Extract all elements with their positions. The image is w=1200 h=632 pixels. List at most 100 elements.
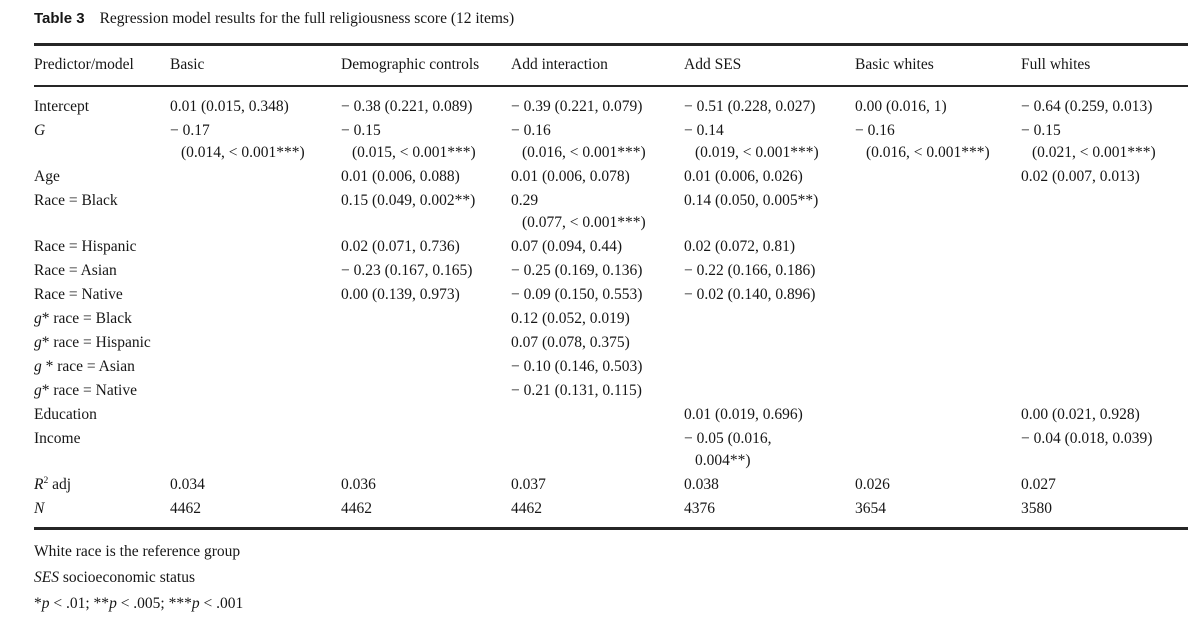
table-row: Education 0.01 (0.019, 0.696) 0.00 (0.021,… xyxy=(34,403,1188,427)
text-segment: * race = Native xyxy=(41,382,137,399)
text-segment: N xyxy=(34,500,45,517)
value-cell: 4462 xyxy=(170,497,341,529)
cell-line: − 0.22 (0.166, 0.186) xyxy=(684,262,816,279)
cell-line: − 0.21 (0.131, 0.115) xyxy=(511,382,642,399)
predictor-cell: Race = Hispanic xyxy=(34,235,170,259)
predictor-cell: Age xyxy=(34,165,170,189)
column-header: Full whites xyxy=(1021,44,1188,87)
predictor-cell: N xyxy=(34,497,170,529)
text-segment: White race is the reference group xyxy=(34,543,241,560)
value-cell: − 0.51 (0.228, 0.027) xyxy=(684,86,855,119)
value-cell xyxy=(1021,235,1188,259)
footnote-line: SES socioeconomic status xyxy=(34,565,1188,591)
predictor-label: Race = Asian xyxy=(34,260,166,282)
cell-line: − 0.05 (0.016, xyxy=(684,430,772,447)
predictor-cell: g* race = Hispanic xyxy=(34,331,170,355)
value-cell xyxy=(855,189,1021,235)
text-segment: g xyxy=(34,334,42,351)
text-segment: G xyxy=(34,122,46,139)
predictor-label: Age xyxy=(34,166,166,188)
value-cell xyxy=(511,427,684,473)
text-segment: g xyxy=(34,382,42,399)
value-cell xyxy=(1021,331,1188,355)
text-segment: * xyxy=(34,595,42,612)
value-cell xyxy=(511,403,684,427)
predictor-cell: G xyxy=(34,119,170,165)
predictor-cell: Race = Black xyxy=(34,189,170,235)
cell-line: − 0.10 (0.146, 0.503) xyxy=(511,358,643,375)
predictor-label: Race = Black xyxy=(34,190,166,212)
cell-line: − 0.04 (0.018, 0.039) xyxy=(1021,430,1153,447)
cell-line: 4462 xyxy=(341,500,372,517)
table-row: g* race = Native − 0.21 (0.131, 0.115) xyxy=(34,379,1188,403)
predictor-label: Income xyxy=(34,428,166,450)
table-row: g * race = Asian − 0.10 (0.146, 0.503) xyxy=(34,355,1188,379)
value-cell xyxy=(341,307,511,331)
value-cell: − 0.10 (0.146, 0.503) xyxy=(511,355,684,379)
text-segment: < .001 xyxy=(199,595,244,612)
value-cell: 0.02 (0.071, 0.736) xyxy=(341,235,511,259)
value-cell: − 0.15 (0.021, < 0.001***) xyxy=(1021,119,1188,165)
cell-line: 0.12 (0.052, 0.019) xyxy=(511,310,630,327)
column-header: Predictor/model xyxy=(34,44,170,87)
cell-line: (0.014, < 0.001***) xyxy=(181,144,305,161)
value-cell xyxy=(684,355,855,379)
table-row: N 4462 4462 4462 4376 3654 3580 xyxy=(34,497,1188,529)
value-cell xyxy=(1021,379,1188,403)
value-cell: 4462 xyxy=(511,497,684,529)
predictor-label: G xyxy=(34,120,166,142)
cell-line: − 0.39 (0.221, 0.079) xyxy=(511,98,643,115)
value-cell xyxy=(684,331,855,355)
cell-line: (0.015, < 0.001***) xyxy=(352,144,476,161)
regression-results-table: Predictor/model Basic Demographic controls… xyxy=(34,43,1188,530)
column-header: Basic xyxy=(170,44,341,87)
text-segment: Race = Hispanic xyxy=(34,238,137,255)
text-segment: p xyxy=(109,595,117,612)
value-cell xyxy=(170,427,341,473)
cell-line: 0.07 (0.094, 0.44) xyxy=(511,238,623,255)
cell-line: − 0.17 xyxy=(170,122,210,139)
value-cell: − 0.38 (0.221, 0.089) xyxy=(341,86,511,119)
predictor-label: Race = Hispanic xyxy=(34,236,166,258)
cell-line: 0.037 xyxy=(511,476,546,493)
predictor-cell: Race = Asian xyxy=(34,259,170,283)
predictor-label: Intercept xyxy=(34,96,166,118)
value-cell xyxy=(341,355,511,379)
predictor-label: g* race = Native xyxy=(34,380,166,402)
value-cell xyxy=(170,355,341,379)
predictor-cell: g * race = Asian xyxy=(34,355,170,379)
predictor-label: g * race = Asian xyxy=(34,356,166,378)
cell-line: 0.038 xyxy=(684,476,719,493)
predictor-label: R2 adj xyxy=(34,474,166,496)
text-segment: Race = Asian xyxy=(34,262,117,279)
cell-line: 0.15 (0.049, 0.002**) xyxy=(341,192,476,209)
cell-line: − 0.14 xyxy=(684,122,724,139)
predictor-label: N xyxy=(34,498,166,520)
predictor-cell: Race = Native xyxy=(34,283,170,307)
value-cell xyxy=(170,235,341,259)
text-segment: adj xyxy=(48,476,72,493)
cell-line: − 0.15 xyxy=(1021,122,1061,139)
predictor-cell: g* race = Black xyxy=(34,307,170,331)
value-cell xyxy=(855,307,1021,331)
table-row: g* race = Black 0.12 (0.052, 0.019) xyxy=(34,307,1188,331)
cell-line: (0.019, < 0.001***) xyxy=(695,144,819,161)
cell-line: 0.004**) xyxy=(695,452,751,469)
value-cell: − 0.23 (0.167, 0.165) xyxy=(341,259,511,283)
value-cell xyxy=(341,379,511,403)
footnote-line: White race is the reference group xyxy=(34,539,1188,565)
cell-line: 0.02 (0.007, 0.013) xyxy=(1021,168,1140,185)
value-cell: 0.038 xyxy=(684,473,855,497)
value-cell xyxy=(684,379,855,403)
table-row: R2 adj 0.034 0.036 0.037 0.038 0.026 0.027 xyxy=(34,473,1188,497)
value-cell: 0.00 (0.016, 1) xyxy=(855,86,1021,119)
value-cell xyxy=(170,403,341,427)
value-cell xyxy=(1021,355,1188,379)
cell-line: 0.027 xyxy=(1021,476,1056,493)
predictor-label: g* race = Black xyxy=(34,308,166,330)
value-cell: − 0.16 (0.016, < 0.001***) xyxy=(511,119,684,165)
predictor-label: g* race = Hispanic xyxy=(34,332,166,354)
value-cell: − 0.02 (0.140, 0.896) xyxy=(684,283,855,307)
text-segment: p xyxy=(191,595,200,612)
value-cell: 0.14 (0.050, 0.005**) xyxy=(684,189,855,235)
